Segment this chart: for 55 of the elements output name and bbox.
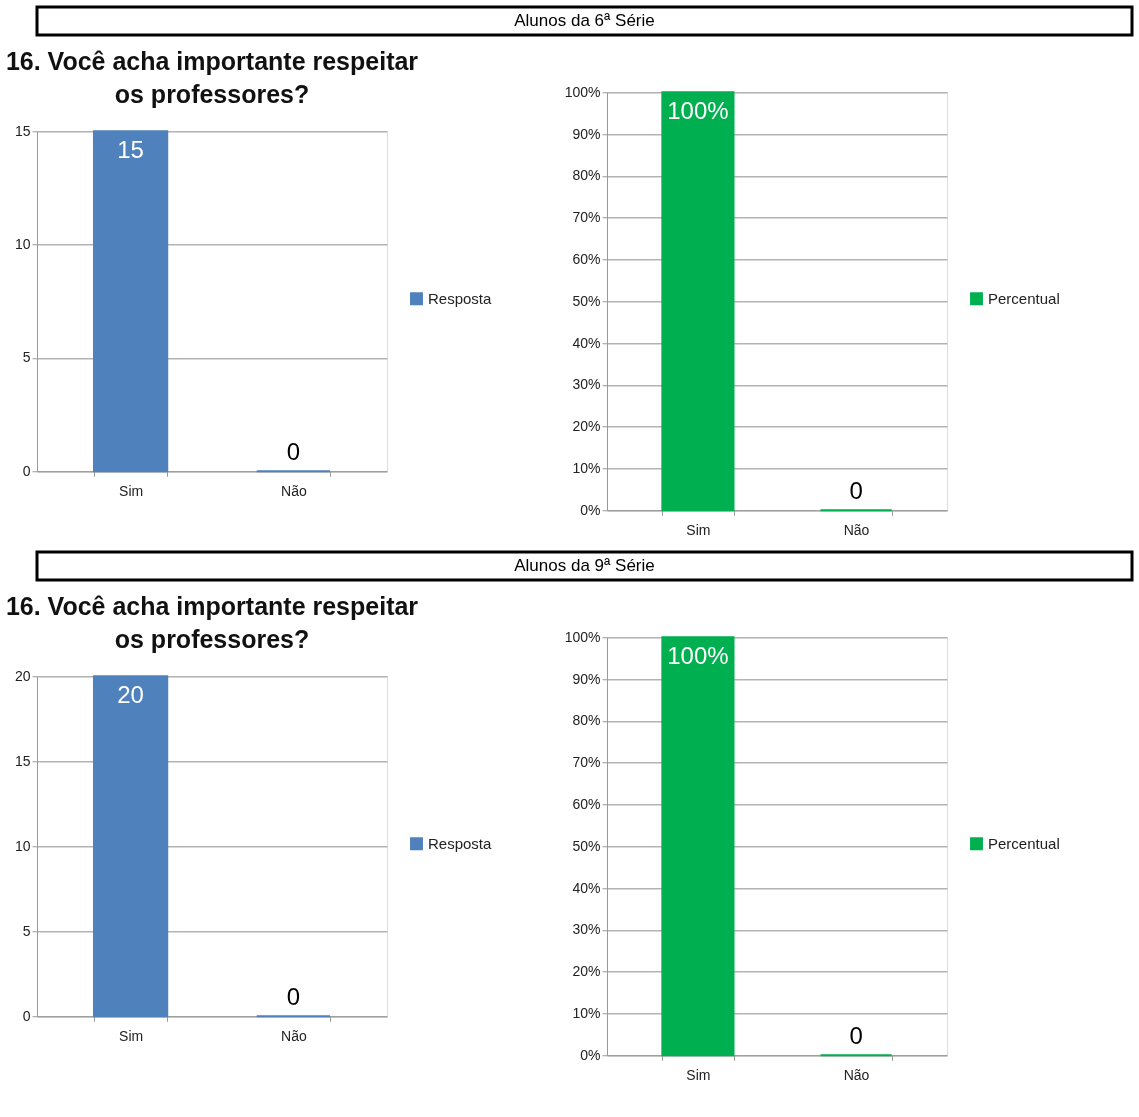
data-label: 20 [117, 681, 144, 709]
x-tick-label: Não [843, 521, 870, 538]
data-label: 0 [286, 983, 301, 1011]
y-tick-label: 20% [572, 963, 601, 980]
chart-title: 16. Você acha importante respeitar os professores? [5, 47, 419, 109]
y-tick-label: 0 [22, 462, 31, 479]
y-tick-label: 50% [572, 292, 601, 309]
text: Alunos da 6ª Série [514, 11, 655, 30]
y-tick-label: 10% [572, 1004, 601, 1021]
data-label: 0 [286, 438, 301, 466]
y-tick-label: 15 [14, 752, 31, 769]
y-tick-label: 50% [572, 837, 601, 854]
y-tick-label: 15 [14, 122, 31, 139]
y-tick-label: 0 [22, 1007, 31, 1024]
y-tick-label: 100% [564, 83, 601, 100]
y-tick-label: 70% [572, 754, 601, 771]
x-tick-label: Sim [119, 1027, 144, 1044]
y-tick-label: 10% [572, 459, 601, 476]
y-tick-label: 100% [564, 628, 601, 645]
legend-label: Percentual [988, 834, 1060, 852]
data-label: 0 [849, 1022, 863, 1050]
y-tick-label: 60% [572, 250, 601, 267]
y-tick-label: 5 [22, 349, 31, 366]
x-tick-label: Sim [119, 482, 144, 499]
y-tick-label: 10 [14, 236, 31, 253]
data-label: 100% [667, 97, 729, 125]
y-tick-label: 10 [14, 837, 31, 854]
y-tick-label: 0% [580, 1046, 601, 1063]
x-tick-label: Não [281, 482, 307, 499]
y-tick-label: 5 [22, 922, 31, 939]
y-tick-label: 0% [580, 501, 601, 518]
y-tick-label: 80% [572, 167, 601, 184]
y-tick-label: 20% [572, 418, 601, 435]
y-tick-label: 90% [572, 670, 601, 687]
y-tick-label: 40% [572, 334, 601, 351]
legend-label: Percentual [988, 289, 1060, 307]
legend-label: Resposta [428, 289, 493, 307]
legend-label: Resposta [428, 834, 493, 852]
y-tick-label: 60% [572, 795, 601, 812]
data-label: 100% [667, 642, 729, 670]
y-tick-label: 30% [572, 376, 601, 393]
y-tick-label: 40% [572, 879, 601, 896]
y-tick-label: 80% [572, 712, 601, 729]
y-tick-label: 30% [572, 921, 601, 938]
x-tick-label: Sim [686, 1066, 711, 1083]
x-tick-label: Não [281, 1027, 307, 1044]
data-label: 0 [849, 477, 863, 505]
x-tick-label: Não [843, 1066, 870, 1083]
chart-title: 16. Você acha importante respeitar os professores? [5, 592, 419, 654]
x-tick-label: Sim [686, 521, 711, 538]
y-tick-label: 90% [572, 125, 601, 142]
y-tick-label: 20 [14, 667, 31, 684]
text: Alunos da 9ª Série [514, 556, 655, 575]
y-tick-label: 70% [572, 209, 601, 226]
data-label: 15 [117, 136, 144, 164]
